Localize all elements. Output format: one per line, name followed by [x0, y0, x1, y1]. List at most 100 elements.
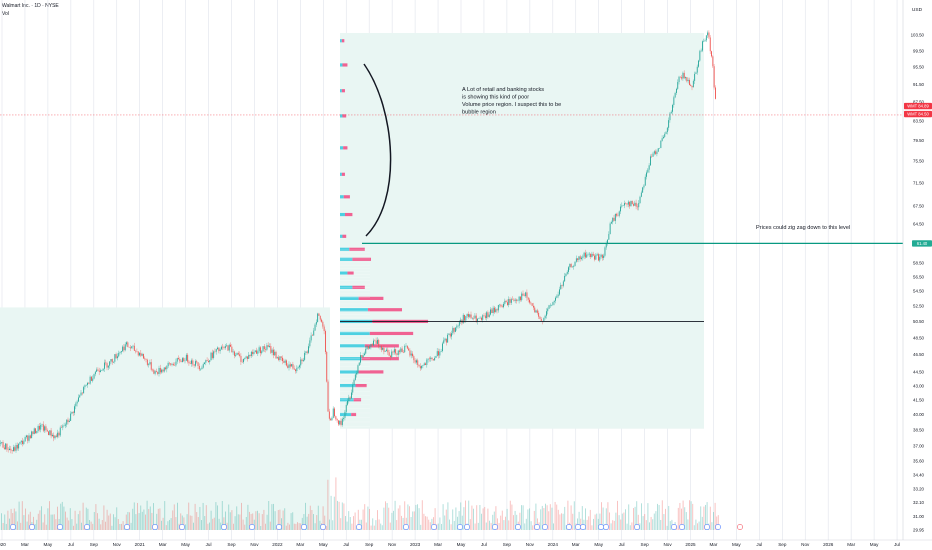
volume-bar — [397, 508, 399, 530]
candle-body — [595, 255, 597, 260]
candle-body — [146, 359, 148, 365]
candle-body — [419, 366, 421, 369]
candle-body — [670, 111, 672, 114]
price-tick-label: 87.50 — [913, 100, 925, 105]
volume-bar — [2, 522, 4, 530]
candle-body — [196, 361, 198, 363]
candle-body — [579, 256, 581, 260]
volume-bar — [556, 504, 558, 530]
candle-body — [457, 325, 459, 327]
volume-bar — [370, 525, 372, 530]
candle-body — [643, 185, 645, 188]
candle-body — [265, 349, 267, 350]
candle-body — [165, 367, 166, 370]
volume-bar — [557, 509, 559, 530]
volume-bar — [25, 508, 26, 530]
candle-body — [711, 51, 712, 57]
candle-body — [491, 309, 493, 313]
candle-body — [497, 305, 499, 311]
candle-body — [370, 344, 372, 347]
candle-body — [11, 450, 13, 452]
candle-body — [417, 360, 419, 365]
candle-body — [339, 420, 341, 425]
volume-bar — [381, 525, 383, 530]
volume-bar — [477, 522, 479, 530]
volume-bar — [258, 513, 260, 530]
price-badge — [904, 102, 932, 110]
volume-bar — [541, 505, 543, 530]
volume-bar — [652, 519, 654, 530]
volume-bar — [402, 517, 404, 530]
candle-body — [443, 340, 445, 344]
volume-bar — [481, 513, 482, 530]
candle-body — [128, 346, 130, 348]
volume-bar — [645, 520, 647, 530]
volume-bar — [97, 513, 98, 530]
candle-body — [432, 359, 434, 361]
vp-row-down — [369, 331, 414, 336]
candle-body — [94, 371, 96, 375]
price-badge-label: WMT 84.89 — [907, 104, 929, 109]
candle-body — [326, 351, 328, 382]
volume-bar — [709, 506, 711, 530]
volume-bar — [87, 508, 89, 530]
candle-body — [235, 354, 237, 356]
candle-body — [358, 362, 360, 366]
volume-bar — [273, 503, 274, 530]
volume-bar — [12, 513, 14, 530]
volume-bar — [434, 508, 436, 530]
candle-body — [468, 314, 469, 317]
candle-body — [384, 350, 386, 352]
candle-body — [538, 312, 540, 317]
volume-bar — [73, 525, 74, 530]
candle-body — [401, 348, 403, 353]
time-tick-label: 2021 — [135, 542, 146, 547]
volume-bar — [28, 514, 30, 530]
volume-bar — [343, 503, 345, 530]
candle-body — [357, 365, 359, 374]
price-tick-label: 75.50 — [913, 159, 925, 164]
candle-body — [436, 351, 438, 356]
volume-bar — [364, 504, 366, 530]
vp-row-down — [367, 308, 402, 312]
candle-body — [280, 356, 282, 358]
range-boxes — [0, 33, 704, 530]
candle-body — [604, 247, 606, 256]
candle-body — [652, 153, 654, 157]
volume-bar — [244, 524, 246, 530]
candle-body — [37, 425, 39, 431]
candle-body — [16, 444, 18, 449]
candle-body — [653, 151, 655, 154]
event-marker-icon — [580, 524, 586, 530]
volume-bar — [428, 519, 430, 530]
candle-body — [691, 85, 693, 88]
volume-bar — [661, 500, 663, 530]
candle-body — [211, 352, 213, 358]
volume-bar — [585, 508, 586, 530]
candle-body — [525, 292, 527, 297]
volume-bar — [164, 501, 166, 530]
candle-body — [348, 397, 350, 401]
candle-body — [539, 316, 541, 319]
candle-body — [328, 411, 330, 419]
candle-body — [464, 314, 465, 321]
candle-body — [305, 351, 307, 353]
price-tick-label: 79.50 — [913, 138, 925, 143]
candle-body — [356, 373, 358, 375]
candle-body — [156, 371, 157, 372]
volume-bar — [394, 500, 396, 530]
candle-body — [682, 72, 684, 79]
volume-bar — [449, 519, 450, 530]
volume-bar — [330, 495, 332, 530]
candle-body — [669, 113, 671, 121]
price-series — [0, 30, 716, 454]
candle-body — [673, 97, 675, 106]
volume-bar — [573, 501, 575, 530]
volume-bar — [226, 522, 228, 530]
candle-body — [306, 351, 308, 353]
candle-body — [442, 343, 443, 352]
event-marker-icon — [29, 524, 35, 530]
candle-body — [458, 321, 460, 326]
candle-body — [404, 345, 406, 353]
